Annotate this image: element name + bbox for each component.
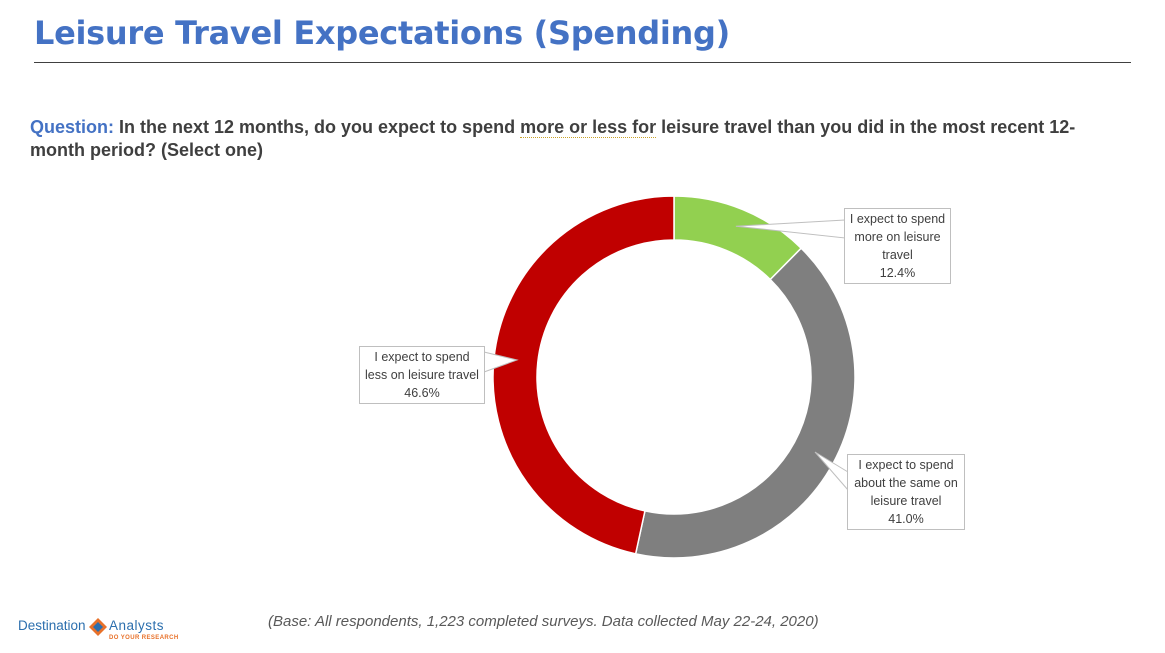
donut-slice-less	[492, 195, 675, 555]
callout-more-value: 12.4%	[879, 266, 916, 280]
callout-more-line-1: I expect to spend	[849, 212, 946, 226]
callout-same-line-3: leisure travel	[870, 494, 942, 508]
logo-tagline: DO YOUR RESEARCH	[109, 635, 179, 641]
callout-more-line-3: travel	[882, 248, 913, 262]
title-divider	[34, 62, 1131, 63]
logo-word-destination: Destination	[18, 618, 86, 633]
callout-same-value: 41.0%	[888, 512, 924, 526]
callout-less: I expect to spend less on leisure travel…	[359, 346, 485, 404]
callout-more: I expect to spend more on leisure travel…	[844, 208, 951, 284]
question-text-end: leisure travel than you did in the most …	[30, 117, 1076, 160]
question-label: Question:	[30, 117, 114, 137]
destination-analysts-logo: Destination Analysts DO YOUR RESEARCH	[18, 616, 188, 646]
donut-slices	[492, 195, 856, 559]
base-footnote: (Base: All respondents, 1,223 completed …	[268, 613, 819, 630]
logo-word-analysts: Analysts	[109, 618, 165, 633]
logo-diamond-icon	[89, 618, 107, 636]
callout-more-line-2: more on leisure	[854, 230, 941, 244]
question-emphasis: more or less for	[520, 117, 657, 138]
callout-less-value: 46.6%	[404, 386, 440, 400]
callout-same-line-2: about the same on	[854, 476, 958, 490]
page-title: Leisure Travel Expectations (Spending)	[34, 14, 730, 52]
donut-slice-same	[634, 247, 856, 559]
survey-question: Question: In the next 12 months, do you …	[30, 116, 1130, 162]
callout-less-line-2: less on leisure travel	[365, 368, 479, 382]
callout-less-line-1: I expect to spend	[374, 350, 470, 364]
callout-same-line-1: I expect to spend	[858, 458, 954, 472]
callout-same: I expect to spend about the same on leis…	[847, 454, 965, 530]
question-text-start: In the next 12 months, do you expect to …	[119, 117, 516, 137]
